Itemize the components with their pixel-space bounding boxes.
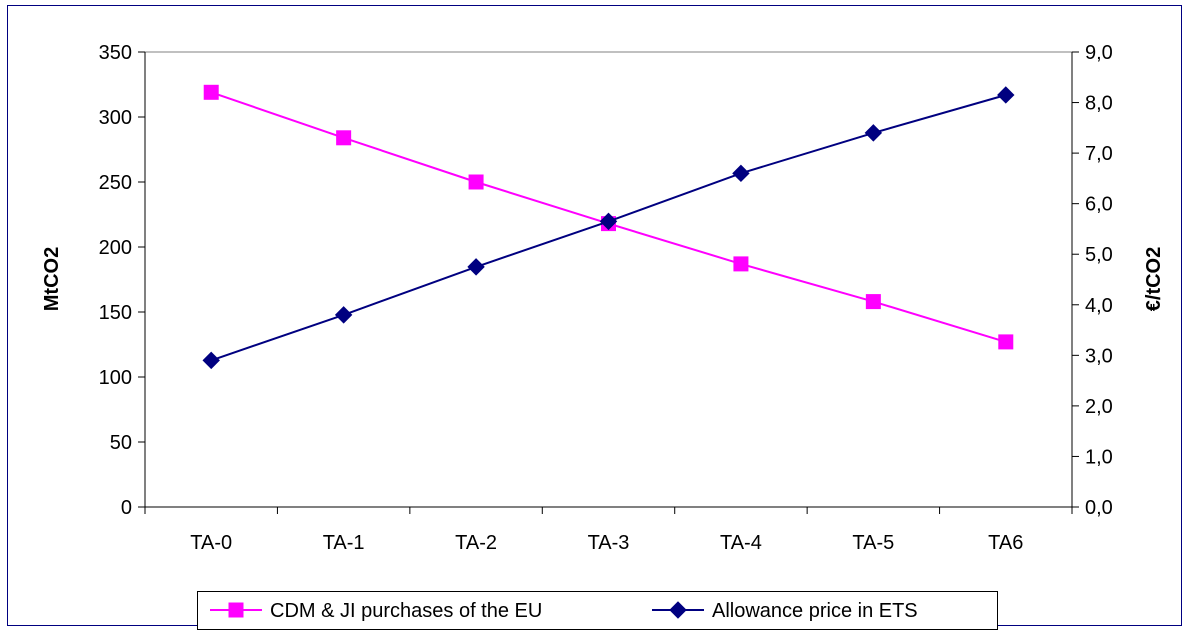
- left-tick-label: 300: [99, 107, 132, 129]
- x-tick-label: TA-3: [588, 532, 630, 554]
- x-tick-label: TA-4: [720, 532, 762, 554]
- right-tick-label: 2,0: [1085, 396, 1113, 418]
- x-tick-label: TA-2: [455, 532, 497, 554]
- left-tick-label: 0: [121, 497, 132, 519]
- left-tick-label: 100: [99, 367, 132, 389]
- left-tick-label: 150: [99, 302, 132, 324]
- data-point-cdm: [468, 174, 484, 190]
- right-tick-label: 3,0: [1085, 345, 1113, 367]
- left-tick-label: 250: [99, 172, 132, 194]
- data-point-cdm: [203, 84, 219, 100]
- data-point-cdm: [865, 294, 881, 310]
- data-point-allowance: [599, 212, 618, 231]
- series-layer: [202, 84, 1015, 370]
- x-axis: TA-0 TA-1 TA-2 TA-3 TA-4 TA-5 TA6: [144, 506, 1073, 554]
- right-tick-label: 1,0: [1085, 446, 1113, 468]
- right-tick-label: 6,0: [1085, 194, 1113, 216]
- legend-marker-allowance: [669, 601, 687, 619]
- data-point-allowance: [467, 258, 485, 276]
- x-tick-label: TA-5: [852, 532, 894, 554]
- legend-box: [197, 591, 998, 630]
- left-tick-label: 350: [99, 42, 132, 64]
- left-tick-label: 50: [110, 432, 132, 454]
- left-tick-label: 200: [99, 237, 132, 259]
- right-tick-label: 4,0: [1085, 295, 1113, 317]
- x-tick-label: TA6: [988, 532, 1023, 554]
- data-point-cdm: [733, 256, 749, 272]
- data-point-cdm: [998, 334, 1014, 350]
- right-y-axis: 0,0 1,0 2,0 3,0 4,0 5,0 6,0 7,0 8,0 9,0: [1071, 42, 1113, 519]
- legend-label-cdm: CDM & JI purchases of the EU: [270, 600, 542, 622]
- left-axis-label: MtCO2: [41, 247, 63, 311]
- right-tick-label: 8,0: [1085, 93, 1113, 115]
- legend-marker-cdm: [228, 602, 244, 618]
- right-tick-label: 9,0: [1085, 42, 1113, 64]
- legend: CDM & JI purchases of the EU Allowance p…: [197, 591, 998, 630]
- data-point-allowance: [334, 306, 353, 324]
- chart-border: [7, 5, 1182, 626]
- right-tick-label: 5,0: [1085, 244, 1113, 266]
- right-tick-label: 7,0: [1085, 143, 1113, 165]
- x-tick-label: TA-1: [323, 532, 365, 554]
- x-tick-label: TA-0: [190, 532, 232, 554]
- data-point-allowance: [202, 351, 220, 370]
- data-point-cdm: [336, 130, 352, 146]
- right-axis-label: €/tCO2: [1143, 247, 1165, 311]
- data-point-allowance: [997, 86, 1015, 104]
- data-point-allowance: [732, 164, 750, 183]
- legend-label-allowance: Allowance price in ETS: [712, 600, 918, 622]
- data-point-allowance: [864, 124, 883, 142]
- right-tick-label: 0,0: [1085, 497, 1113, 519]
- left-y-axis: 0 50 100 150 200 250 300 350: [99, 42, 146, 519]
